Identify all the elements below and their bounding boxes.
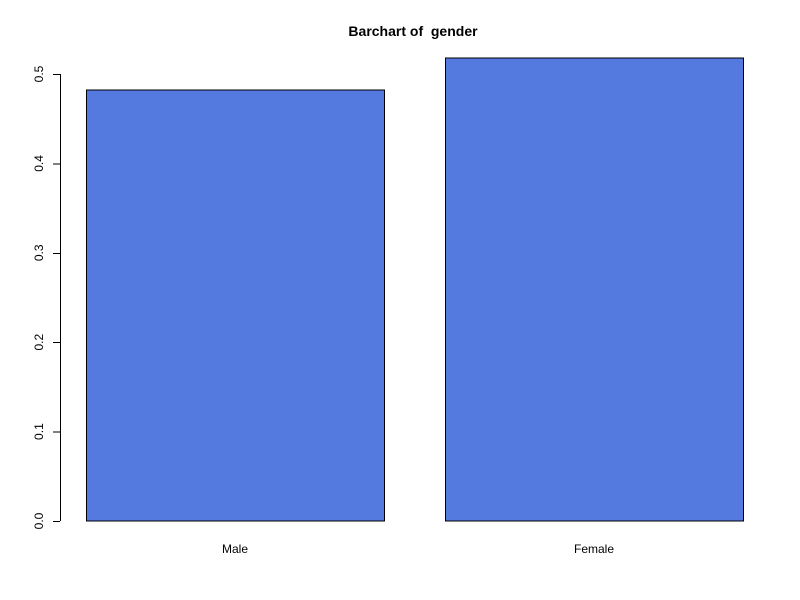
x-tick-label-female: Female <box>574 542 614 556</box>
y-tick-label: 0.5 <box>32 65 46 82</box>
y-tick-label: 0.0 <box>32 512 46 529</box>
y-tick-label: 0.3 <box>32 244 46 261</box>
chart-title: Barchart of gender <box>348 23 478 39</box>
y-tick-label: 0.4 <box>32 155 46 172</box>
x-tick-label-male: Male <box>222 542 248 556</box>
bar-female <box>445 57 744 522</box>
y-tick-label: 0.1 <box>32 423 46 440</box>
y-tick-label: 0.2 <box>32 334 46 351</box>
bars-group <box>86 57 744 522</box>
bar-male <box>86 89 385 522</box>
y-axis: 0.0 0.1 0.2 0.3 0.4 0.5 <box>32 65 61 529</box>
x-axis-labels: Male Female <box>222 542 614 556</box>
